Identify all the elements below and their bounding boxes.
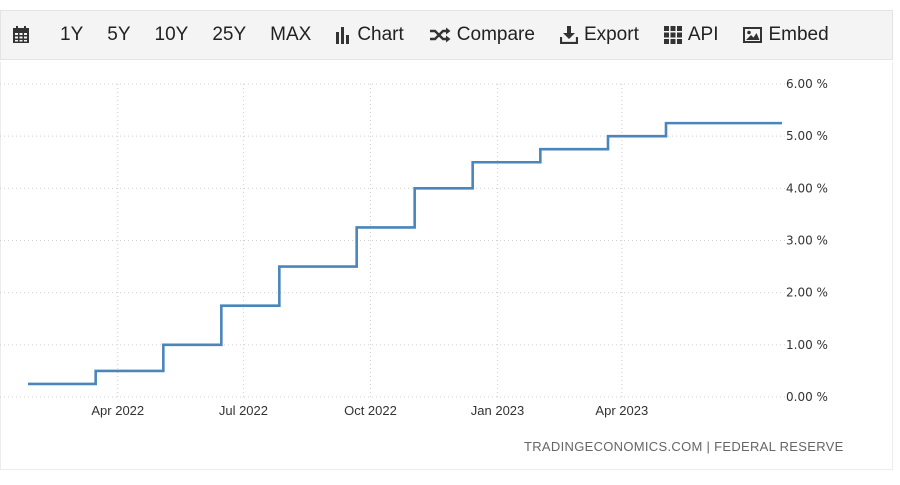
shuffle-icon bbox=[429, 27, 451, 43]
toolbar: 1Y 5Y 10Y 25Y MAX Chart Compare Export bbox=[0, 10, 893, 60]
chart: 0.00 % 1.00 % 2.00 % 3.00 % 4.00 % 5.00 % 6.00… bbox=[0, 77, 828, 418]
y-tick-label: 5.00 % bbox=[786, 129, 828, 143]
api-label: API bbox=[687, 24, 719, 45]
x-tick-label: Apr 2023 bbox=[595, 403, 648, 418]
bar-chart-icon bbox=[336, 27, 350, 44]
chart-container bbox=[0, 62, 893, 470]
range-1y-button[interactable]: 1Y bbox=[60, 24, 84, 45]
range-25y-button[interactable]: 25Y bbox=[212, 24, 247, 45]
api-button[interactable]: API bbox=[663, 24, 719, 46]
x-tick-label: Apr 2022 bbox=[91, 403, 144, 418]
x-tick-label: Jan 2023 bbox=[471, 403, 525, 418]
download-icon bbox=[559, 26, 578, 44]
chart-button[interactable]: Chart bbox=[335, 24, 404, 46]
compare-label: Compare bbox=[456, 24, 535, 45]
embed-label: Embed bbox=[768, 24, 829, 45]
x-tick-label: Jul 2022 bbox=[219, 403, 268, 418]
y-tick-label: 2.00 % bbox=[786, 286, 828, 300]
series-line bbox=[28, 121, 782, 386]
y-tick-label: 4.00 % bbox=[786, 181, 828, 195]
export-label: Export bbox=[583, 24, 639, 45]
y-tick-label: 0.00 % bbox=[786, 390, 828, 404]
calendar-button[interactable] bbox=[12, 26, 36, 44]
chart-label: Chart bbox=[357, 24, 404, 45]
range-max-button[interactable]: MAX bbox=[270, 24, 312, 45]
y-tick-label: 6.00 % bbox=[786, 77, 828, 91]
grid-icon bbox=[663, 26, 682, 44]
range-5y-button[interactable]: 5Y bbox=[107, 24, 131, 45]
range-10y-button[interactable]: 10Y bbox=[154, 24, 189, 45]
compare-button[interactable]: Compare bbox=[429, 24, 535, 46]
source-attribution: TRADINGECONOMICS.COM | FEDERAL RESERVE bbox=[524, 439, 844, 454]
y-tick-label: 3.00 % bbox=[786, 234, 828, 248]
x-tick-label: Oct 2022 bbox=[344, 403, 397, 418]
calendar-icon bbox=[13, 26, 29, 43]
export-button[interactable]: Export bbox=[559, 24, 639, 46]
embed-button[interactable]: Embed bbox=[743, 24, 829, 46]
y-tick-label: 1.00 % bbox=[786, 338, 828, 352]
image-icon bbox=[743, 27, 763, 43]
